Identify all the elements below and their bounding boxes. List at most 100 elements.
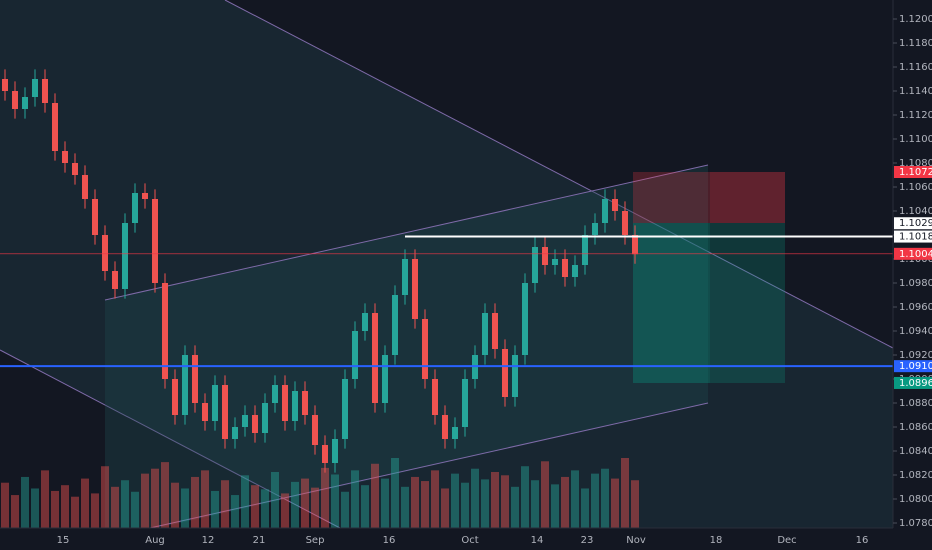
volume-bar xyxy=(261,489,269,528)
candle-body xyxy=(132,193,138,223)
candle-body xyxy=(382,355,388,403)
x-tick-label: Nov xyxy=(626,535,646,546)
volume-bar xyxy=(471,468,479,528)
y-tick-label: 1.11000 xyxy=(899,134,932,145)
candle-body xyxy=(312,415,318,445)
volume-bar xyxy=(371,463,379,528)
candle-body xyxy=(172,379,178,415)
ascending-channel xyxy=(105,165,708,540)
candle-body xyxy=(182,355,188,415)
volume-bar xyxy=(51,490,59,528)
volume-bar xyxy=(631,480,639,528)
candle-body xyxy=(62,151,68,163)
candle-body xyxy=(542,247,548,265)
candle-body xyxy=(272,385,278,403)
price-tag-label: 1.10187 xyxy=(899,232,932,243)
volume-bar xyxy=(271,472,279,528)
volume-bar xyxy=(531,480,539,528)
target-zone xyxy=(710,223,785,383)
candle-body xyxy=(202,403,208,421)
candle-body xyxy=(462,379,468,427)
candle-body xyxy=(492,313,498,349)
volume-bar xyxy=(41,470,49,528)
candle-body xyxy=(372,313,378,403)
volume-bar xyxy=(281,493,289,528)
y-tick-label: 1.09400 xyxy=(899,326,932,337)
y-tick-label: 1.10800 xyxy=(899,158,932,169)
volume-bar xyxy=(601,468,609,528)
volume-bar xyxy=(101,466,109,528)
y-tick-label: 1.11400 xyxy=(899,86,932,97)
y-tick-label: 1.11600 xyxy=(899,62,932,73)
y-tick-label: 1.09200 xyxy=(899,350,932,361)
y-tick-label: 1.08000 xyxy=(899,494,932,505)
volume-bar xyxy=(181,488,189,528)
volume-bar xyxy=(201,470,209,528)
price-tag-label: 1.10298 xyxy=(899,218,932,229)
volume-bar xyxy=(171,482,179,528)
candle-body xyxy=(532,247,538,283)
volume-bar xyxy=(621,458,629,528)
x-tick-label: 18 xyxy=(710,535,723,546)
candle-body xyxy=(342,379,348,439)
price-tag xyxy=(894,247,932,260)
candle-body xyxy=(322,445,328,463)
y-tick-label: 1.11800 xyxy=(899,38,932,49)
volume-bar xyxy=(551,484,559,528)
price-tag xyxy=(894,376,932,389)
y-tick-label: 1.10600 xyxy=(899,182,932,193)
volume-bar xyxy=(501,475,509,528)
candle-body xyxy=(522,283,528,355)
x-tick-label: Oct xyxy=(461,535,478,546)
price-tag-label: 1.09107 xyxy=(899,361,932,372)
volume-bar xyxy=(241,475,249,528)
volume-bar xyxy=(441,488,449,528)
x-tick-label: 12 xyxy=(202,535,215,546)
volume-bar xyxy=(311,487,319,528)
candle-body xyxy=(282,385,288,421)
y-tick-label: 1.08200 xyxy=(899,470,932,481)
candle-body xyxy=(192,355,198,403)
x-tick-label: 16 xyxy=(383,535,396,546)
x-tick-label: 21 xyxy=(253,535,266,546)
price-tag xyxy=(894,166,932,178)
volume-bar xyxy=(431,470,439,528)
volume-bar xyxy=(21,476,29,528)
volume-bar xyxy=(451,473,459,528)
candle-body xyxy=(102,235,108,271)
candle-body xyxy=(92,199,98,235)
candle-body xyxy=(402,259,408,295)
candle-body xyxy=(152,199,158,283)
y-tick-label: 1.10400 xyxy=(899,206,932,217)
candle-body xyxy=(42,79,48,103)
volume-bar xyxy=(141,473,149,528)
volume-bar xyxy=(191,476,199,528)
y-tick-label: 1.08800 xyxy=(899,398,932,409)
candle-body xyxy=(612,199,618,211)
volume-bar xyxy=(361,485,369,528)
volume-bar xyxy=(91,493,99,528)
volume-bar xyxy=(221,480,229,528)
y-tick-label: 1.09800 xyxy=(899,278,932,289)
price-tag xyxy=(894,360,932,373)
volume-bar xyxy=(151,468,159,528)
x-tick-label: Sep xyxy=(306,535,325,546)
candle-body xyxy=(482,313,488,355)
volume-bar xyxy=(391,458,399,528)
candle-body xyxy=(422,319,428,379)
volume-bar xyxy=(461,482,469,528)
candle-body xyxy=(362,313,368,331)
candle-body xyxy=(82,175,88,199)
volume-bar xyxy=(351,470,359,528)
candle-body xyxy=(552,259,558,265)
stop-zone xyxy=(633,172,710,223)
volume-bar xyxy=(491,472,499,528)
candle-body xyxy=(412,259,418,319)
candle-body xyxy=(122,223,128,289)
candle-body xyxy=(572,265,578,277)
candle-body xyxy=(232,427,238,439)
candle-body xyxy=(162,283,168,379)
x-tick-label: Dec xyxy=(777,535,796,546)
y-tick-label: 1.11200 xyxy=(899,110,932,121)
